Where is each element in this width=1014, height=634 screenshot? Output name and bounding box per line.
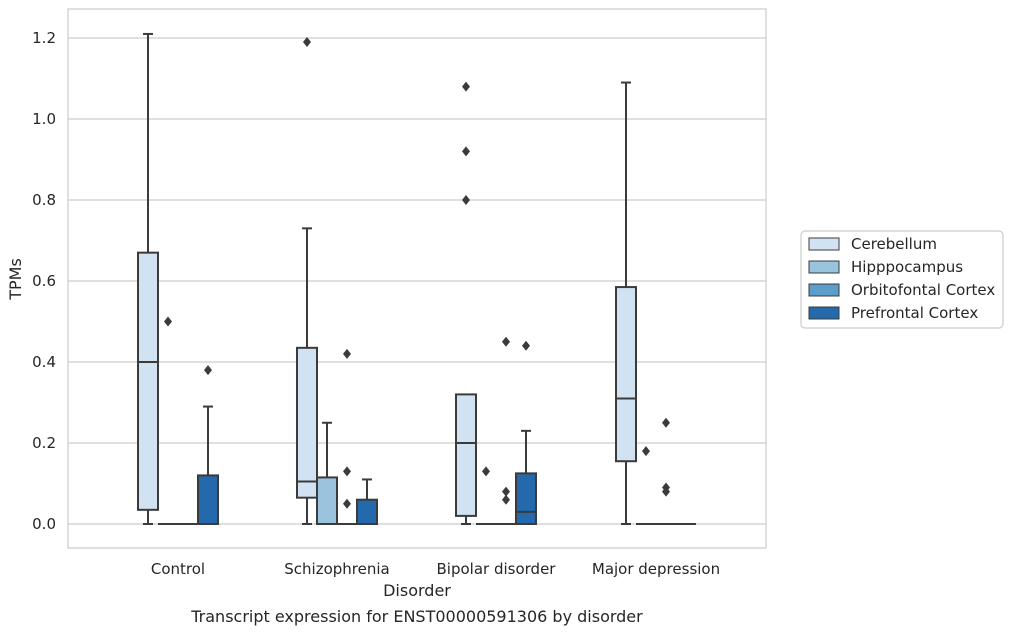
box-cerebellum-schizophrenia <box>296 37 318 525</box>
outlier-point <box>343 348 351 359</box>
box-body <box>356 498 378 526</box>
box-body <box>515 472 537 525</box>
outlier-point <box>204 365 212 376</box>
x-axis-title: Disorder <box>383 581 451 600</box>
y-tick-label: 1.0 <box>32 110 56 128</box>
outlier-point <box>502 494 510 505</box>
legend-swatch <box>808 283 840 297</box>
legend-frame <box>800 230 1004 329</box>
outlier-point <box>343 466 351 477</box>
outlier-point <box>462 195 470 205</box>
chart-caption: Transcript expression for ENST0000059130… <box>190 607 643 626</box>
x-tick-label: Major depression <box>592 560 720 578</box>
outlier-point <box>522 340 530 351</box>
y-tick-label: 0.6 <box>32 272 56 290</box>
box-body <box>197 474 219 525</box>
box-orbitofontal-cortex-bipolar-disorder <box>496 336 516 525</box>
outlier-point <box>343 498 351 509</box>
box-prefrontal-cortex-bipolar-disorder <box>515 340 537 525</box>
x-axis-ticks: Control Schizophrenia Bipolar disorder Majo… <box>151 560 720 578</box>
box-body <box>296 346 318 499</box>
box-body <box>137 251 159 511</box>
legend-label: Hipppocampus <box>851 258 963 276</box>
outlier-point <box>642 446 650 457</box>
legend-label: Orbitofontal Cortex <box>851 281 995 299</box>
y-tick-label: 1.2 <box>32 29 56 47</box>
box-hipppocampus-major-depression <box>636 446 656 525</box>
legend-label: Cerebellum <box>851 235 937 253</box>
box-prefrontal-cortex-schizophrenia <box>356 478 378 526</box>
plot-area-frame <box>67 8 767 549</box>
legend-swatch <box>808 260 840 274</box>
outlier-point <box>502 336 510 347</box>
legend-swatch <box>808 306 840 320</box>
outlier-point <box>164 316 172 327</box>
x-tick-label: Bipolar disorder <box>437 560 557 578</box>
legend: Cerebellum Hipppocampus Orbitofontal Corte… <box>800 230 1004 329</box>
box-orbitofontal-cortex-schizophrenia <box>337 348 357 525</box>
outlier-point <box>482 466 490 477</box>
outlier-point <box>502 486 510 497</box>
box-hipppocampus-control <box>158 316 178 525</box>
y-tick-label: 0.2 <box>32 434 56 452</box>
y-tick-label: 0.4 <box>32 353 56 371</box>
x-tick-label: Control <box>151 560 205 578</box>
outlier-point <box>662 417 670 428</box>
box-cerebellum-control <box>137 32 159 525</box>
box-layer <box>137 32 696 526</box>
box-body <box>615 286 637 463</box>
box-body <box>455 393 477 517</box>
y-axis-title: TPMs <box>6 258 25 301</box>
y-tick-label: 0.0 <box>32 515 56 533</box>
box-hipppocampus-bipolar-disorder <box>476 466 496 525</box>
outlier-point <box>462 81 470 92</box>
box-orbitofontal-cortex-major-depression <box>656 417 676 525</box>
outlier-point <box>662 482 670 493</box>
y-axis-ticks: 0.0 0.2 0.4 0.6 0.8 1.0 1.2 <box>32 29 56 533</box>
x-tick-label: Schizophrenia <box>284 560 389 578</box>
outlier-point <box>462 146 470 157</box>
box-body <box>316 476 338 525</box>
grid-lines <box>68 37 766 525</box>
box-cerebellum-bipolar-disorder <box>455 81 477 525</box>
box-cerebellum-major-depression <box>615 81 637 525</box>
legend-label: Prefrontal Cortex <box>851 304 978 322</box>
y-tick-label: 0.8 <box>32 191 56 209</box>
legend-swatch <box>808 237 840 251</box>
box-hipppocampus-schizophrenia <box>316 421 338 525</box>
box-prefrontal-cortex-control <box>197 365 219 525</box>
outlier-point <box>303 37 311 48</box>
